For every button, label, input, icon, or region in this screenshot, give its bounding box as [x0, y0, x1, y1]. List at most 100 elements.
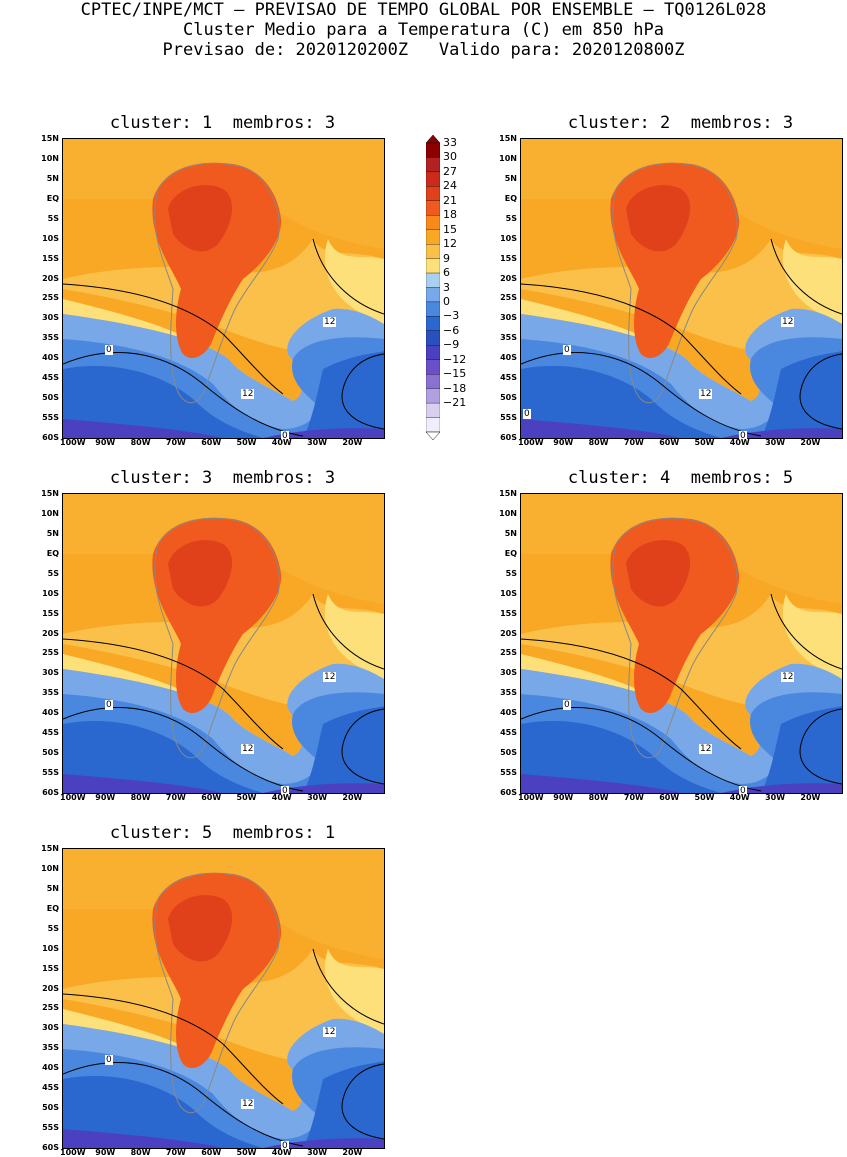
- contour-label: 12: [781, 672, 795, 682]
- colorbar-label: 27: [443, 164, 457, 178]
- lat-tick: 5N: [46, 173, 59, 183]
- colorbar-segment: [425, 244, 441, 259]
- colorbar-label: 33: [443, 136, 457, 149]
- lon-tick: 40W: [271, 1148, 292, 1157]
- lon-tick: 30W: [307, 793, 328, 802]
- purple-south: [63, 419, 223, 438]
- colorbar-label: 12: [443, 237, 457, 251]
- lat-tick: 5N: [46, 528, 59, 538]
- lat-tick: 10S: [42, 233, 59, 243]
- contour-0-east: [799, 708, 843, 785]
- map-canvas: [62, 139, 385, 438]
- colorbar: [425, 134, 441, 441]
- lat-tick: EQ: [46, 193, 59, 203]
- lon-tick: 80W: [130, 438, 151, 447]
- map-canvas: [520, 494, 843, 793]
- colorbar-svg: [425, 134, 441, 441]
- lon-tick: 90W: [95, 438, 116, 447]
- lat-tick: 20S: [42, 983, 59, 993]
- colorbar-segment: [425, 287, 441, 303]
- blue-east-neg: [303, 706, 384, 793]
- lon-tick: 60W: [201, 438, 222, 447]
- hotter-core: [168, 185, 233, 252]
- purple-south: [521, 774, 681, 793]
- yellow-east: [782, 239, 842, 324]
- lat-tick: 10N: [41, 863, 59, 873]
- yellow-east: [324, 239, 384, 324]
- lat-tick: EQ: [46, 903, 59, 913]
- coastline: [154, 872, 280, 1114]
- lon-tick: 90W: [95, 793, 116, 802]
- coastline: [154, 162, 280, 404]
- lon-tick: 100W: [518, 438, 544, 447]
- lat-tick: 35S: [500, 688, 517, 698]
- lat-tick: 25S: [42, 1003, 59, 1013]
- lat-tick: 15S: [42, 253, 59, 263]
- lat-tick: 35S: [42, 688, 59, 698]
- colorbar-segment: [425, 229, 441, 245]
- lat-tick: 25S: [500, 293, 517, 303]
- lat-tick: 30S: [500, 313, 517, 323]
- lon-tick: 90W: [553, 793, 574, 802]
- blue-neg3-0: [521, 365, 721, 438]
- lon-tick: 40W: [271, 438, 292, 447]
- blue-east-neg: [303, 351, 384, 438]
- lat-tick: 60S: [42, 788, 59, 797]
- lat-tick: 40S: [500, 708, 517, 718]
- contour-12-west: [62, 283, 284, 395]
- colorbar-segment: [425, 316, 441, 331]
- lon-tick: 50W: [236, 1148, 257, 1157]
- contour-0-east: [341, 708, 385, 785]
- lon-tick: 20W: [800, 793, 821, 802]
- lon-tick: 90W: [553, 438, 574, 447]
- lat-tick: 20S: [42, 628, 59, 638]
- map-panel-3: 12 12 0 0: [62, 493, 385, 796]
- hotter-core: [168, 895, 233, 962]
- colorbar-label: −21: [443, 396, 467, 410]
- lat-tick: 50S: [42, 748, 59, 758]
- lat-tick: EQ: [46, 548, 59, 558]
- coastline: [612, 517, 738, 759]
- lon-tick: 80W: [130, 793, 151, 802]
- lon-tick: 70W: [165, 1148, 186, 1157]
- contour-12-east: [770, 238, 843, 315]
- lat-tick: 15S: [42, 608, 59, 618]
- contour-label: 0: [281, 431, 289, 441]
- lat-tick: 30S: [42, 668, 59, 678]
- colorbar-segment: [425, 171, 441, 187]
- contour-label: 0: [739, 431, 747, 441]
- purple-south: [63, 1129, 223, 1148]
- header-line-2: Cluster Medio para a Temperatura (C) em …: [182, 20, 665, 40]
- lat-tick: 15N: [41, 844, 59, 853]
- lon-tick: 30W: [765, 438, 786, 447]
- blue-east-neg: [761, 351, 842, 438]
- map-canvas: [520, 139, 843, 438]
- lon-tick: 70W: [165, 438, 186, 447]
- contour-0-east: [341, 353, 385, 430]
- lon-tick: 40W: [271, 793, 292, 802]
- panel-title: cluster: 5 membros: 1: [109, 823, 336, 843]
- lat-tick: 55S: [42, 1123, 59, 1133]
- lon-tick: 20W: [800, 438, 821, 447]
- lat-tick: 15S: [500, 253, 517, 263]
- map-panel-2: 12 12 0 0 0: [520, 138, 843, 441]
- lon-tick: 30W: [307, 1148, 328, 1157]
- panel-title: cluster: 1 membros: 3: [109, 113, 336, 133]
- contour-label: 0: [105, 700, 113, 710]
- colorbar-label: −18: [443, 381, 467, 395]
- map-canvas: [62, 494, 385, 793]
- colorbar-label: 15: [443, 222, 457, 236]
- lat-tick: 15N: [499, 489, 517, 498]
- map-panel-4: 12 12 0 0: [520, 493, 843, 796]
- contour-label: 0: [105, 345, 113, 355]
- contour-label: 12: [241, 1099, 255, 1109]
- lat-tick: 5S: [505, 568, 517, 578]
- purple-se: [263, 428, 384, 438]
- lat-tick: 45S: [42, 373, 59, 383]
- lat-tick: 35S: [42, 333, 59, 343]
- lon-tick: 30W: [765, 793, 786, 802]
- lat-tick: 35S: [42, 1043, 59, 1053]
- map-canvas: [62, 849, 385, 1148]
- lat-tick: 45S: [500, 373, 517, 383]
- lon-tick: 100W: [60, 793, 86, 802]
